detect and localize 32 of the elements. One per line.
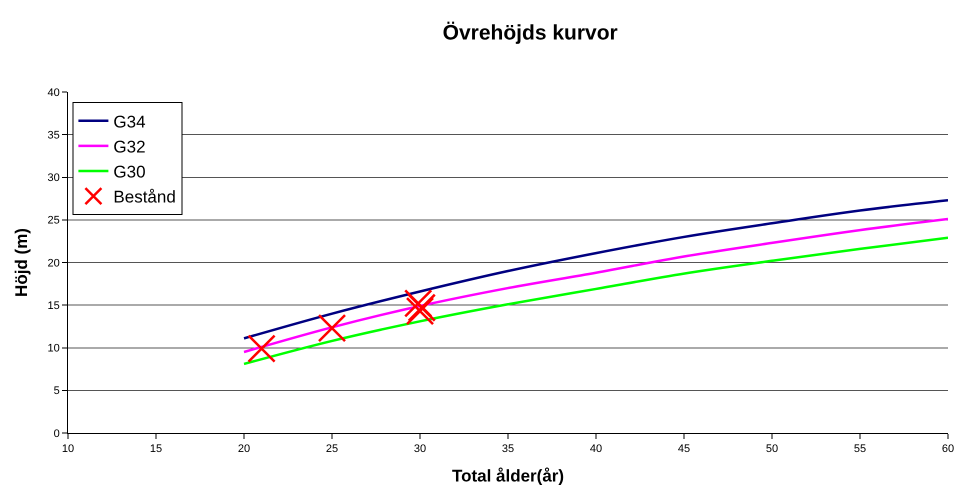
chart-title: Övrehöjds kurvor [442, 21, 618, 44]
x-tick-label: 55 [854, 443, 866, 456]
legend-label: G34 [113, 112, 146, 132]
y-tick-label: 15 [48, 300, 60, 312]
y-tick-label: 40 [48, 86, 60, 99]
y-axis-title: Höjd (m) [12, 228, 32, 297]
x-axis-title: Total ålder(år) [452, 466, 564, 486]
x-tick-label: 40 [590, 443, 602, 456]
y-tick-label: 20 [48, 257, 60, 270]
x-tick-label: 20 [238, 443, 250, 456]
x-tick-label: 45 [678, 443, 690, 456]
line-series [242, 236, 948, 366]
line-series [242, 199, 948, 340]
point [247, 334, 276, 363]
legend-label: G32 [113, 138, 146, 157]
y-tick-label: 35 [48, 129, 60, 142]
x-tick-label: 60 [942, 443, 954, 456]
y-tick-label: 5 [54, 385, 60, 398]
legend-label: G30 [113, 162, 146, 182]
x-tick-label: 50 [766, 443, 778, 456]
y-tick-label: 25 [48, 214, 60, 227]
x-tick-label: 10 [62, 443, 74, 456]
y-tick-label: 30 [48, 172, 60, 184]
legend-label: Bestånd [113, 188, 176, 207]
x-tick-label: 15 [150, 443, 162, 456]
x-tick-label: 25 [326, 443, 338, 456]
x-tick-label: 35 [502, 443, 514, 456]
x-tick-label: 30 [414, 443, 426, 456]
y-tick-label: 0 [54, 428, 60, 440]
y-tick-label: 10 [48, 342, 60, 355]
line-series [242, 218, 948, 354]
point [404, 289, 432, 318]
